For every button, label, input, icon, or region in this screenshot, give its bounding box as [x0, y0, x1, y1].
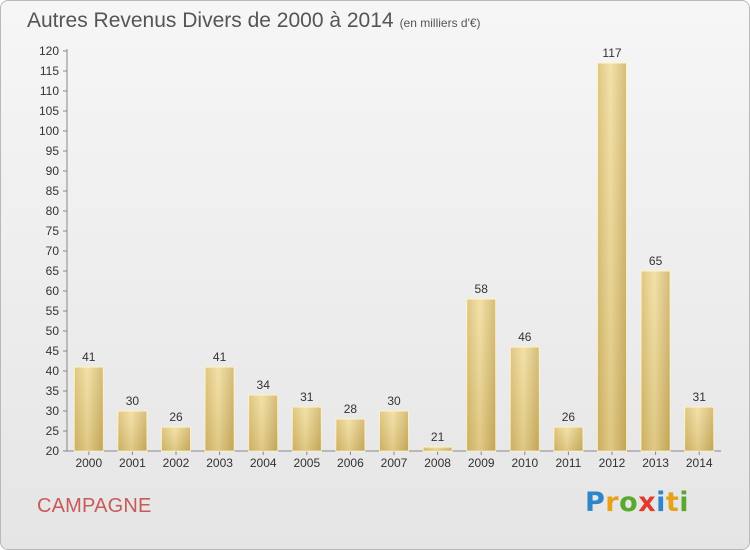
y-tick-label: 30: [46, 404, 60, 418]
y-tick-label: 45: [46, 344, 60, 358]
y-tick-label: 85: [46, 184, 60, 198]
bar-group: 117: [597, 46, 627, 452]
data-label: 26: [169, 410, 183, 424]
y-tick-label: 60: [46, 284, 60, 298]
bar-group: 34: [248, 378, 279, 452]
y-axis: 20 25 30 35 40 45 50 55 60 65 70 75 80 85 90 95 100 105 11…: [39, 44, 68, 458]
bar-group: 31: [291, 390, 322, 452]
data-label: 31: [300, 390, 314, 404]
data-label: 65: [649, 254, 663, 268]
logo-letter: P: [585, 487, 606, 518]
chart-subtitle: (en milliers d'€): [399, 16, 481, 30]
bar-group: 26: [553, 410, 584, 452]
data-label: 26: [562, 410, 576, 424]
data-label: 46: [518, 330, 532, 344]
bar-shade: [379, 411, 409, 451]
x-tick-label: 2005: [293, 456, 320, 470]
bar-shade: [597, 63, 627, 451]
bar-group: 28: [335, 402, 366, 452]
x-tick-label: 2001: [119, 456, 146, 470]
data-label: 41: [213, 350, 227, 364]
x-tick-label: 2003: [206, 456, 233, 470]
y-tick-label: 95: [46, 144, 60, 158]
bar-shade: [248, 395, 278, 451]
x-tick-label: 2008: [424, 456, 451, 470]
commune-name: CAMPAGNE: [37, 495, 152, 517]
x-tick-label: 2004: [250, 456, 277, 470]
chart-title-text: Autres Revenus Divers de 2000 à 2014: [27, 9, 394, 32]
bar-shade: [510, 347, 540, 451]
logo-letter: i: [656, 487, 666, 518]
x-tick-label: 2013: [642, 456, 669, 470]
logo-letter: i: [679, 487, 690, 518]
bar-group: 21: [422, 430, 453, 452]
bar-shade: [161, 427, 191, 451]
data-label: 58: [475, 282, 489, 296]
data-label: 34: [257, 378, 271, 392]
bar-group: 58: [466, 282, 497, 452]
data-label: 21: [431, 430, 445, 444]
y-tick-label: 65: [46, 264, 60, 278]
bar-shade: [292, 407, 322, 451]
bar-group: 30: [379, 394, 409, 452]
y-tick-label: 25: [46, 424, 60, 438]
bar-group: 41: [204, 350, 235, 452]
proxiti-logo: Proxiti: [585, 487, 689, 518]
y-tick-label: 50: [46, 324, 60, 338]
y-tick-label: 120: [39, 44, 59, 58]
bar-group: 26: [161, 410, 191, 452]
bar-shade: [74, 367, 104, 451]
y-tick-label: 100: [39, 124, 59, 138]
bar-shade: [117, 411, 147, 451]
y-tick-label: 75: [46, 224, 60, 238]
y-tick-label: 20: [46, 444, 60, 458]
bar-shade: [553, 427, 583, 451]
logo-letter: o: [619, 487, 639, 518]
y-tick-label: 105: [39, 104, 59, 118]
bar-group: 46: [509, 330, 540, 452]
bar-shade: [684, 407, 714, 451]
y-tick-label: 80: [46, 204, 60, 218]
x-tick-label: 2007: [381, 456, 408, 470]
data-label: 117: [602, 46, 621, 60]
logo-letter: r: [605, 487, 620, 518]
x-tick-label: 2014: [686, 456, 713, 470]
x-tick-label: 2000: [75, 456, 102, 470]
x-tick-label: 2006: [337, 456, 364, 470]
logo-letter: t: [665, 487, 680, 518]
bar-shade: [423, 447, 453, 451]
y-tick-label: 55: [46, 304, 60, 318]
x-tick-label: 2011: [555, 456, 581, 470]
data-label: 30: [387, 394, 401, 408]
data-label: 41: [82, 350, 96, 364]
bar-shade: [466, 299, 496, 451]
y-tick-label: 115: [40, 64, 59, 78]
y-tick-label: 110: [40, 84, 59, 98]
x-axis: 2000 2001 2002 2003 2004 2005 2006 2007 2008 2009…: [67, 450, 721, 470]
bar-group: 65: [640, 254, 671, 452]
bar-group: 30: [117, 394, 148, 452]
y-tick-label: 70: [46, 244, 60, 258]
bar-shade: [641, 271, 671, 451]
y-tick-label: 35: [46, 384, 60, 398]
data-label: 28: [344, 402, 358, 416]
logo-letter: x: [638, 487, 657, 518]
data-label: 31: [693, 390, 707, 404]
x-tick-label: 2012: [599, 456, 626, 470]
x-tick-label: 2002: [163, 456, 190, 470]
y-tick-label: 40: [46, 364, 60, 378]
chart-title: Autres Revenus Divers de 2000 à 2014 (en …: [27, 9, 481, 33]
data-label: 30: [126, 394, 140, 408]
x-tick-label: 2010: [511, 456, 538, 470]
y-tick-label: 90: [46, 164, 60, 178]
bar-shade: [205, 367, 235, 451]
bar-group: 31: [684, 390, 715, 452]
bar-shade: [335, 419, 365, 451]
x-tick-label: 2009: [468, 456, 495, 470]
bars: 41 30 26 41 34 31 28 30 21 58 46 26 117 65 31: [73, 46, 715, 452]
bar-group: 41: [73, 350, 104, 452]
